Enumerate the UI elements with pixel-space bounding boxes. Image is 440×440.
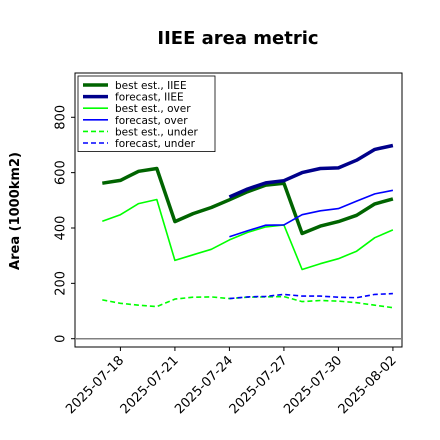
legend-label: best est., IIEE bbox=[115, 80, 187, 92]
series-line-1 bbox=[102, 166, 394, 236]
legend-label: forecast, over bbox=[115, 115, 188, 127]
y-tick-label: 200 bbox=[54, 271, 69, 296]
y-tick-label: 0 bbox=[54, 335, 69, 343]
y-tick-label: 800 bbox=[54, 105, 69, 130]
series-line-6 bbox=[229, 292, 393, 300]
y-axis-label: Area (1000km2) bbox=[8, 152, 23, 270]
plot-frame bbox=[74, 72, 403, 348]
legend-box bbox=[77, 75, 216, 152]
y-tick-label: 600 bbox=[54, 160, 69, 185]
legend-label: forecast, IIEE bbox=[115, 92, 184, 104]
series-line-4 bbox=[229, 189, 394, 238]
y-tick-label: 400 bbox=[54, 216, 69, 241]
chart-title: IIEE area metric bbox=[157, 28, 318, 49]
series-line-3 bbox=[102, 198, 394, 271]
legend-label: best est., under bbox=[115, 126, 199, 138]
series-line-2 bbox=[228, 143, 394, 199]
legend-label: best est., over bbox=[115, 103, 191, 115]
x-tick-label: 2025-08-02 bbox=[336, 353, 400, 417]
legend-label: forecast, under bbox=[115, 138, 196, 150]
